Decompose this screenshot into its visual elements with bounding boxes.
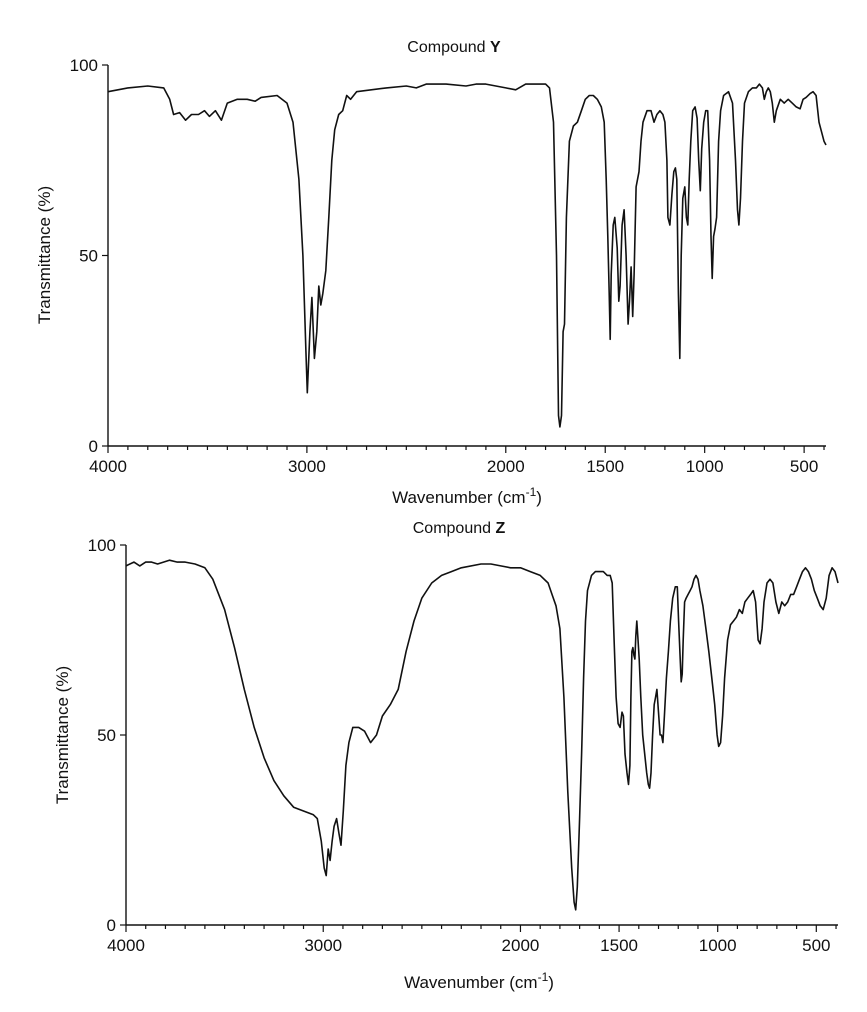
- x-tick-label: 2000: [502, 936, 540, 955]
- x-ticks: 4000 3000 2000 1500 1000 500: [89, 446, 825, 476]
- spectrum-line: [125, 559, 839, 911]
- y-axis-label: Transmittance (%): [53, 666, 72, 804]
- x-tick-label: 1500: [600, 936, 638, 955]
- x-tick-label: 3000: [288, 457, 326, 476]
- y-ticks: 0 50 100: [88, 536, 126, 935]
- y-tick-label: 0: [107, 916, 116, 935]
- y-tick-label: 100: [70, 56, 98, 75]
- y-tick-label: 100: [88, 536, 116, 555]
- x-tick-label: 500: [802, 936, 830, 955]
- x-axis-label: Wavenumber (cm-1): [404, 970, 554, 992]
- chart-compound-y: Compound Y 4000 3000 2000 1500 1000 500 0 50 10…: [35, 39, 827, 507]
- y-tick-label: 0: [89, 437, 98, 456]
- chart-title: Compound Y: [407, 39, 501, 56]
- x-tick-label: 1000: [699, 936, 737, 955]
- x-tick-label: 500: [790, 457, 818, 476]
- x-tick-label: 1000: [686, 457, 724, 476]
- spectrum-line: [107, 83, 827, 428]
- y-tick-label: 50: [79, 247, 98, 266]
- x-tick-label: 4000: [107, 936, 145, 955]
- x-tick-label: 2000: [487, 457, 525, 476]
- x-tick-label: 1500: [586, 457, 624, 476]
- x-axis-label: Wavenumber (cm-1): [392, 485, 542, 507]
- y-tick-label: 50: [97, 726, 116, 745]
- chart-compound-z: Compound Z 4000 3000 2000 1500 1000 500 0 50 10…: [53, 520, 839, 992]
- x-ticks: 4000 3000 2000 1500 1000 500: [107, 925, 837, 955]
- y-axis-label: Transmittance (%): [35, 186, 54, 324]
- x-tick-label: 3000: [304, 936, 342, 955]
- x-tick-label: 4000: [89, 457, 127, 476]
- chart-title: Compound Z: [413, 520, 506, 537]
- y-ticks: 0 50 100: [70, 56, 108, 456]
